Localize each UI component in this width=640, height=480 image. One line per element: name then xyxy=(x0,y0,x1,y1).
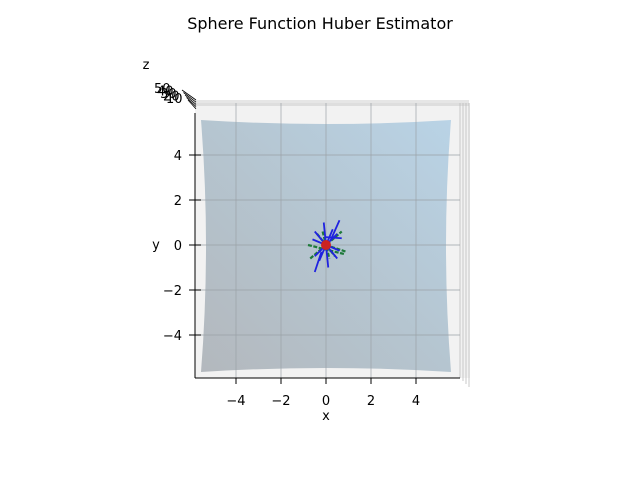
y-tick-label: 4 xyxy=(174,149,182,164)
z-tick-mark xyxy=(187,99,197,110)
z-tick-label: 40 xyxy=(157,85,174,100)
y-tick-label: −4 xyxy=(163,329,182,344)
pane-edges xyxy=(195,100,470,387)
z-tick-label: 50 xyxy=(154,82,171,97)
blue-segment xyxy=(325,236,342,240)
x-tick-label: −4 xyxy=(226,394,245,409)
x-tick-label: 4 xyxy=(412,394,420,409)
y-axis-ticks: −4 −2 0 2 4 xyxy=(163,149,201,344)
y-axis-label: y xyxy=(152,238,160,253)
z-tick-mark xyxy=(183,92,197,103)
x-axis-ticks: −4 −2 0 2 4 xyxy=(226,378,420,409)
z-tick-mark xyxy=(186,97,197,107)
blue-segment xyxy=(313,251,323,273)
z-tick-label: 30 xyxy=(160,87,177,102)
z-tick-label: 10 xyxy=(166,92,183,107)
y-tick-label: 2 xyxy=(174,194,182,209)
z-tick-label: 20 xyxy=(163,90,180,105)
green-segment xyxy=(309,230,343,260)
y-tick-label: 0 xyxy=(174,239,182,254)
z-tick-mark xyxy=(181,89,197,101)
chart-title: Sphere Function Huber Estimator xyxy=(187,14,453,33)
grid-lines xyxy=(195,103,460,378)
x-tick-label: −2 xyxy=(271,394,290,409)
z-axis-label: z xyxy=(143,58,150,73)
x-axis-label: x xyxy=(322,409,330,424)
y-tick-label: −2 xyxy=(163,284,182,299)
estimator-point xyxy=(321,240,331,250)
estimator-point-layer xyxy=(321,240,331,250)
x-tick-label: 2 xyxy=(367,394,375,409)
z-tick-mark xyxy=(184,94,197,105)
x-tick-label: 0 xyxy=(322,394,330,409)
